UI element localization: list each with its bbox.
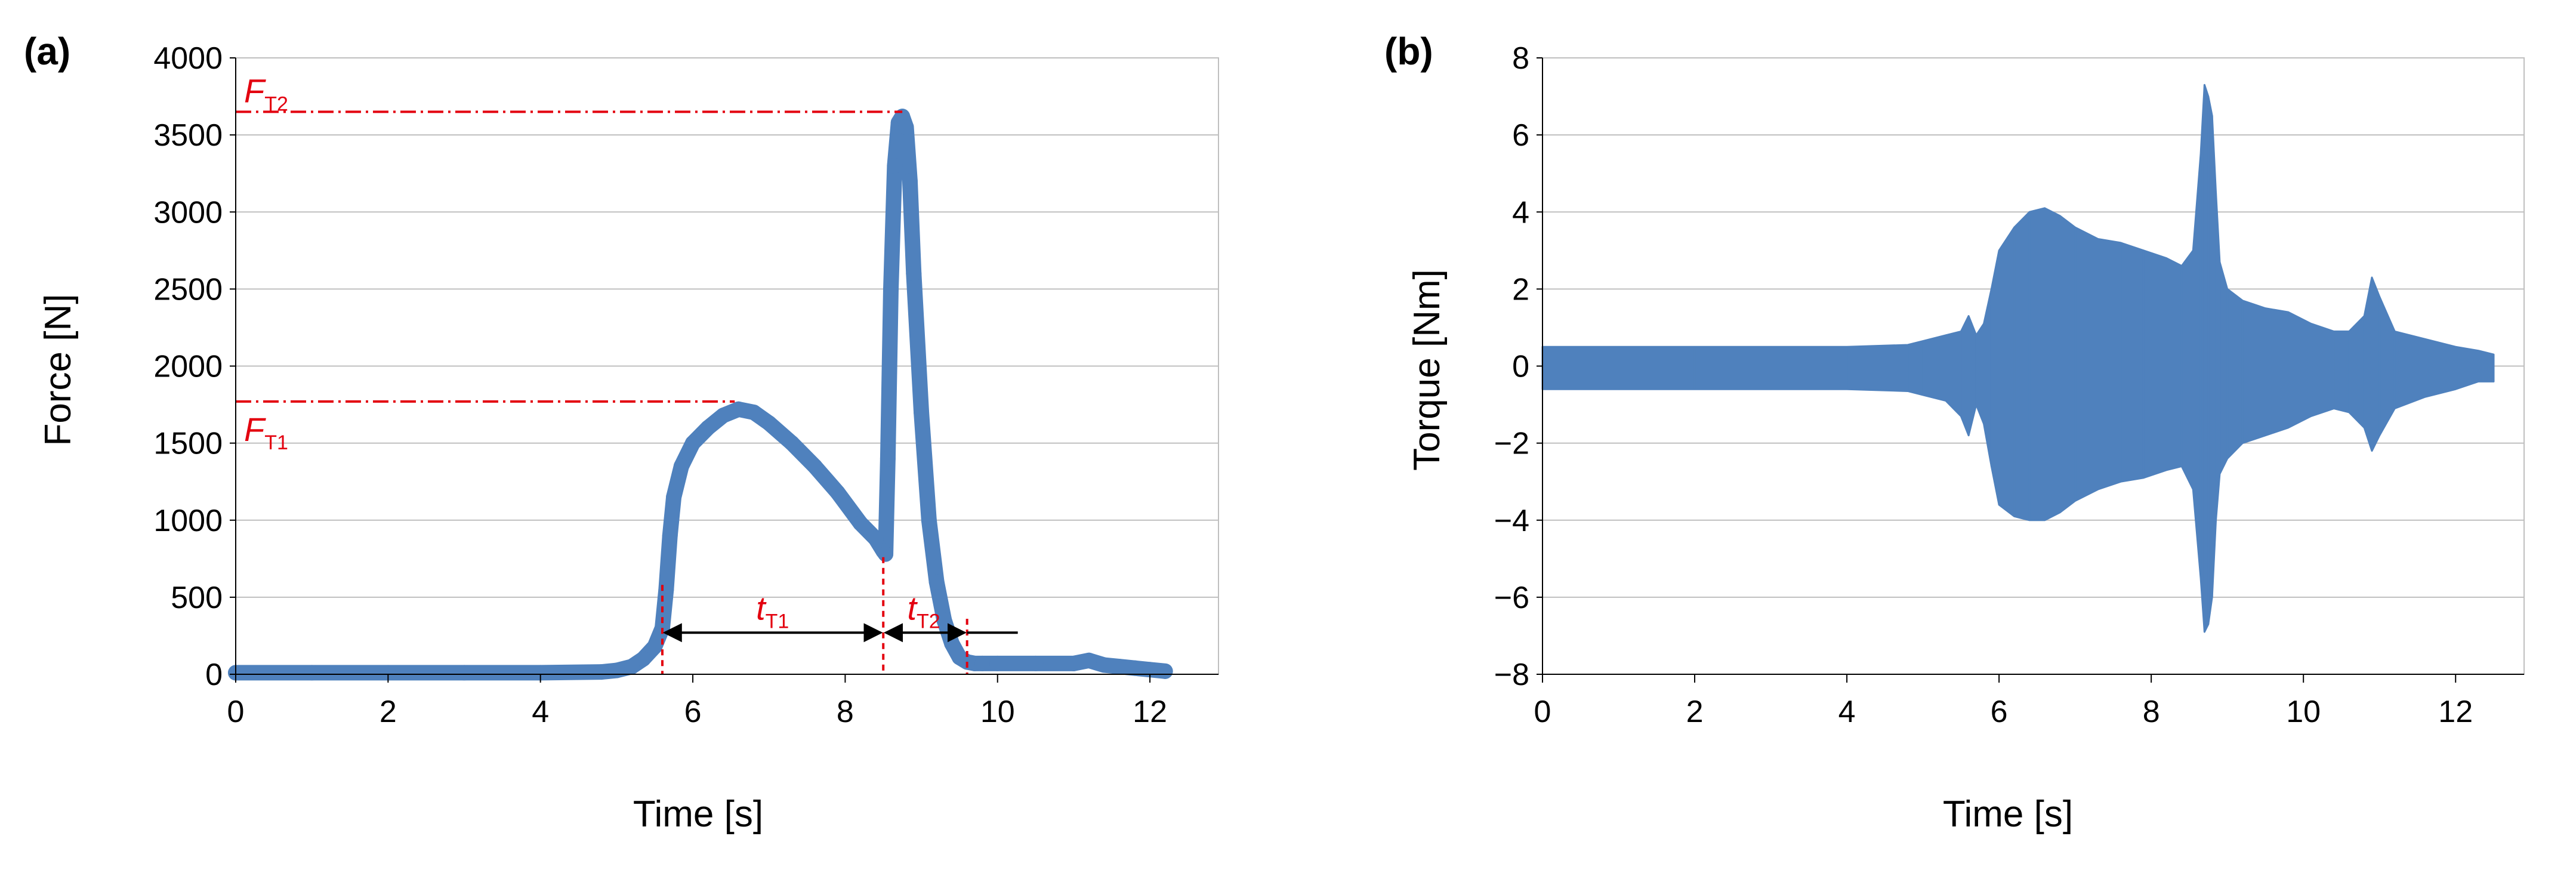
torque-x-tick-label: 6 [1991,695,2008,729]
torque-y-tick-label: 2 [1512,272,1529,307]
force-point [746,404,762,420]
force-point [928,574,945,590]
force-point [658,581,674,597]
force-y-tick-label: 4000 [153,41,223,76]
force-point [852,515,868,531]
force-point [1081,652,1097,668]
force-point [685,435,701,451]
force-point [989,655,1005,671]
force-point [456,665,473,681]
force-point [807,458,823,474]
force-x-tick-label: 4 [532,695,549,729]
force-point [593,664,609,680]
force-point [914,404,930,420]
force-point [902,173,918,189]
torque-x-tick-label: 2 [1686,695,1704,729]
force-x-axis-label: Time [s] [633,794,763,835]
force-point [1157,663,1173,679]
torque-ticks: −8 −6 −4 −2 0 2 4 6 8 0 2 4 6 8 10 12 [1494,41,2524,729]
force-point [1127,660,1143,676]
panel-label-a: (a) [24,30,70,73]
force-point [635,651,652,667]
force-point [532,665,548,681]
force-point [974,655,991,671]
ft1-label: FT1 [244,411,288,454]
force-chart: (a) FT2 FT1 tT1 tT2 0 500 1000 1500 2000 2500 300… [24,30,1219,835]
force-y-tick-label: 2000 [153,350,223,384]
torque-series [1541,84,2495,633]
force-x-tick-label: 12 [1133,695,1167,729]
force-point [898,119,914,135]
ft2-label: FT2 [244,72,288,115]
force-point [647,638,663,655]
force-point [878,546,894,562]
force-y-tick-label: 500 [171,581,223,615]
force-point [1142,662,1158,678]
force-x-tick-label: 0 [227,695,245,729]
torque-x-tick-label: 0 [1534,695,1551,729]
force-point [880,451,896,467]
torque-y-tick-label: 8 [1512,41,1529,76]
panel-label-b: (b) [1384,30,1433,73]
force-point [921,512,937,528]
force-line [228,109,1173,681]
force-point [1096,657,1112,673]
force-point [784,435,800,451]
torque-y-tick-label: −4 [1494,504,1529,538]
torque-y-tick-label: −8 [1494,658,1529,692]
force-y-tick-label: 1500 [153,427,223,461]
force-point [700,419,716,436]
force-point [868,530,884,547]
torque-x-tick-label: 12 [2438,695,2473,729]
force-y-tick-label: 2500 [153,272,223,307]
force-point [730,401,746,417]
force-point [666,489,682,505]
torque-x-axis-label: Time [s] [1943,794,2073,835]
force-point [609,662,625,678]
force-point [944,635,960,652]
force-ticks: 0 500 1000 1500 2000 2500 3000 3500 4000 0 2 4 6 8 10 1… [153,41,1218,729]
torque-y-tick-label: 0 [1512,350,1529,384]
force-y-tick-label: 0 [205,658,223,692]
force-y-tick-label: 3500 [153,118,223,153]
force-point [829,485,846,501]
torque-x-tick-label: 10 [2286,695,2321,729]
force-point [673,458,689,474]
force-grid [235,57,1219,675]
torque-y-tick-label: 6 [1512,118,1529,153]
force-x-tick-label: 6 [684,695,702,729]
force-point [1066,655,1082,671]
tt2-label: tT2 [907,589,940,633]
force-y-tick-label: 1000 [153,504,223,538]
torque-x-tick-label: 8 [2143,695,2160,729]
torque-envelope [1541,84,2495,633]
force-point [624,659,640,675]
force-point [887,158,903,174]
force-point [662,527,678,544]
force-point [883,281,899,297]
torque-y-tick-label: 4 [1512,195,1529,230]
force-y-axis-label: Force [N] [38,294,79,446]
tt1-label: tT1 [756,589,789,633]
torque-y-tick-label: −2 [1494,427,1529,461]
force-series [228,109,1173,681]
torque-y-tick-label: −6 [1494,581,1529,615]
force-point [906,266,922,282]
force-point [715,408,732,424]
force-x-tick-label: 8 [837,695,854,729]
force-x-tick-label: 2 [380,695,397,729]
force-point [1028,655,1044,671]
force-annotations: FT2 FT1 tT1 tT2 [236,72,1018,674]
torque-x-tick-label: 4 [1838,695,1856,729]
force-x-tick-label: 10 [980,695,1015,729]
force-point [761,415,777,431]
force-point [1112,659,1128,675]
torque-y-axis-label: Torque [Nm] [1406,269,1448,471]
force-y-tick-label: 3000 [153,195,223,230]
force-point [304,665,320,681]
force-point [380,665,396,681]
torque-chart: (b) −8 −6 −4 −2 0 2 4 6 8 0 2 4 6 8 10 12 Time [s] Torq… [1384,30,2525,835]
